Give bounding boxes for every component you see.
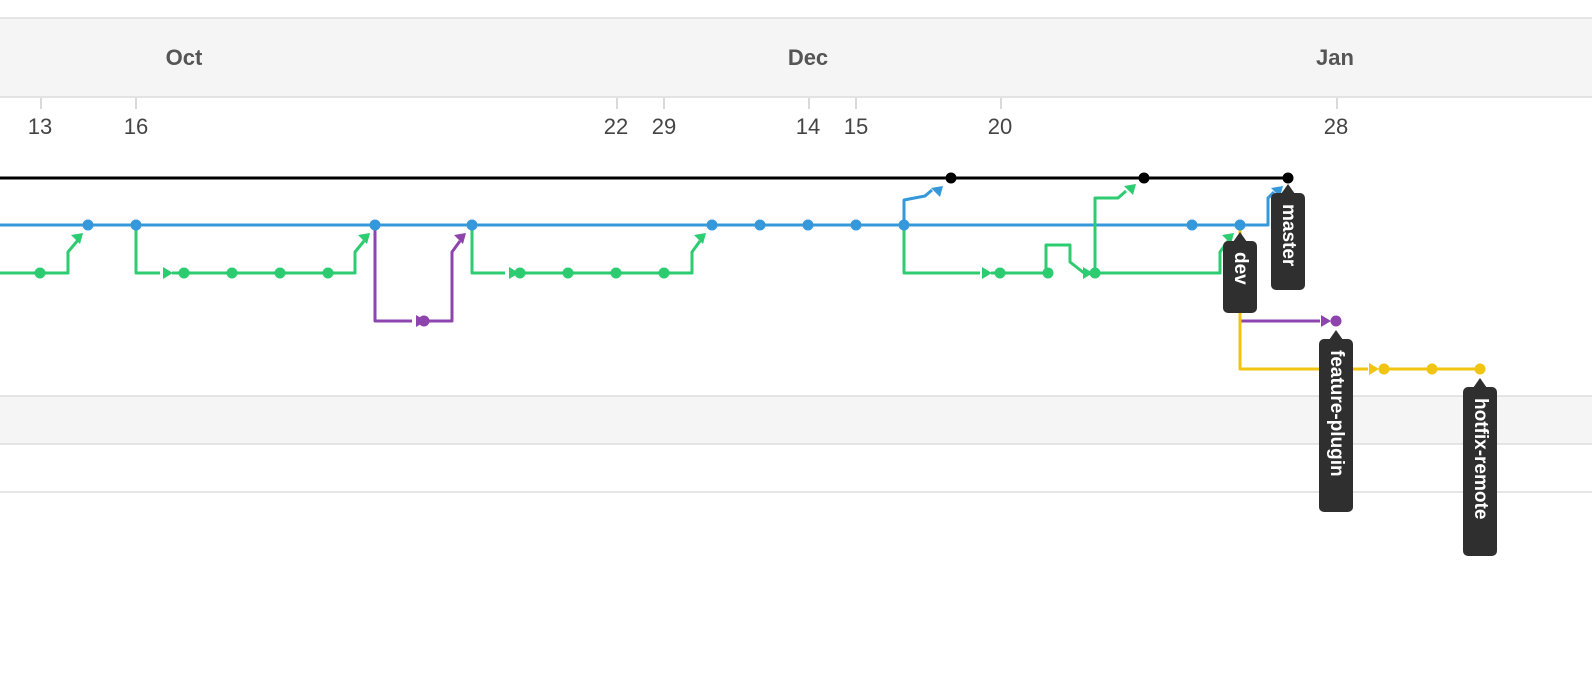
lower-band: [0, 395, 1592, 493]
commit-dot[interactable]: [1042, 267, 1054, 279]
commit-dot[interactable]: [418, 315, 430, 327]
feature-branch-d: [902, 225, 980, 275]
feature-to-master: [1093, 189, 1127, 273]
tag-background: [1271, 193, 1305, 290]
feature-branch-c: [470, 225, 505, 275]
tag-pointer-icon: [1329, 330, 1343, 340]
commit-dot[interactable]: [1138, 172, 1150, 184]
commit-dot[interactable]: [802, 219, 814, 231]
day-label-28: 28: [1324, 114, 1348, 139]
commit-dot[interactable]: [226, 267, 238, 279]
commit-dot[interactable]: [898, 219, 910, 231]
feature-branch-a: [0, 239, 80, 275]
commit-dot[interactable]: [1234, 219, 1246, 231]
feature-branch-d-loop: [991, 243, 1085, 275]
commit-dot[interactable]: [706, 219, 718, 231]
arrow-right-icon: [982, 267, 992, 279]
commit-dot[interactable]: [1330, 315, 1342, 327]
day-label-22: 22: [604, 114, 628, 139]
tag-pointer-icon: [1473, 378, 1487, 388]
tag-pointer-icon: [1233, 232, 1247, 242]
commit-dot[interactable]: [850, 219, 862, 231]
commit-dot[interactable]: [945, 172, 957, 184]
commit-dot[interactable]: [34, 267, 46, 279]
branch-tag-hotfix-remote[interactable]: hotfix-remote: [1463, 378, 1497, 556]
commit-dot[interactable]: [1378, 363, 1390, 375]
dev-to-master-2: [1240, 190, 1276, 227]
commit-dot[interactable]: [1426, 363, 1438, 375]
commit-dot[interactable]: [1282, 172, 1294, 184]
commit-dot[interactable]: [274, 267, 286, 279]
branch-tag-master[interactable]: master: [1271, 184, 1305, 290]
merge-arrows: [71, 184, 1379, 375]
commit-dot[interactable]: [466, 219, 478, 231]
commit-dot[interactable]: [610, 267, 622, 279]
month-band: [0, 18, 1592, 98]
feature-branch-b: [134, 225, 160, 275]
commit-dot[interactable]: [1186, 219, 1198, 231]
arrow-up-right-icon: [694, 233, 706, 244]
arrow-up-right-icon: [931, 186, 943, 197]
commit-dot[interactable]: [658, 267, 670, 279]
tag-background: [1463, 387, 1497, 556]
commit-dot[interactable]: [1474, 363, 1486, 375]
branch-tag-feature-plugin[interactable]: feature-plugin: [1319, 330, 1353, 512]
month-label-jan: Jan: [1316, 45, 1354, 70]
tag-background: [1319, 339, 1353, 512]
day-label-16: 16: [124, 114, 148, 139]
commit-dot[interactable]: [178, 267, 190, 279]
dev-to-master-1: [902, 188, 933, 225]
branch-tag-label: hotfix-remote: [1470, 398, 1491, 519]
purple-branch-2: [425, 240, 462, 323]
arrow-right-icon: [1083, 267, 1093, 279]
branch-tag-label: master: [1278, 204, 1299, 267]
arrow-up-right-icon: [358, 233, 370, 244]
branch-tag-label: dev: [1230, 252, 1251, 285]
tag-background: [1223, 241, 1257, 313]
arrow-right-icon: [1369, 363, 1379, 375]
month-label-oct: Oct: [166, 45, 203, 70]
feature-branch-d-2: [1095, 240, 1230, 275]
day-label-13: 13: [28, 114, 52, 139]
commit-dot[interactable]: [514, 267, 526, 279]
arrow-right-icon: [1321, 315, 1331, 327]
branch-tag-dev[interactable]: dev: [1223, 232, 1257, 313]
arrow-right-icon: [163, 267, 173, 279]
commit-dot[interactable]: [369, 219, 381, 231]
commit-dot[interactable]: [994, 267, 1006, 279]
commit-dot[interactable]: [322, 267, 334, 279]
day-label-14: 14: [796, 114, 820, 139]
purple-branch: [373, 225, 412, 323]
commit-dot[interactable]: [130, 219, 142, 231]
day-label-29: 29: [652, 114, 676, 139]
arrow-up-right-icon: [454, 233, 466, 244]
commit-nodes: [34, 172, 1486, 375]
commit-dot[interactable]: [562, 267, 574, 279]
commit-edges: [0, 176, 1480, 371]
feature-branch-b-2: [172, 240, 366, 275]
branch-tag-label: feature-plugin: [1326, 350, 1347, 477]
arrow-up-right-icon: [71, 233, 83, 244]
commit-dot[interactable]: [1089, 267, 1101, 279]
month-label-dec: Dec: [788, 45, 828, 70]
day-label-15: 15: [844, 114, 868, 139]
arrow-up-right-icon: [1124, 184, 1136, 195]
timeline-header: Oct Dec Jan 13 16 22 29 14 15 20 28: [0, 17, 1592, 139]
feature-branch-c-2: [518, 240, 702, 275]
tag-pointer-icon: [1281, 184, 1295, 194]
lower-band-fill: [0, 396, 1592, 444]
arrow-right-icon: [509, 267, 519, 279]
branch-tags: master dev feature-plugin hotfix-remote: [1223, 184, 1497, 556]
commit-dot[interactable]: [754, 219, 766, 231]
day-label-20: 20: [988, 114, 1012, 139]
commit-dot[interactable]: [82, 219, 94, 231]
